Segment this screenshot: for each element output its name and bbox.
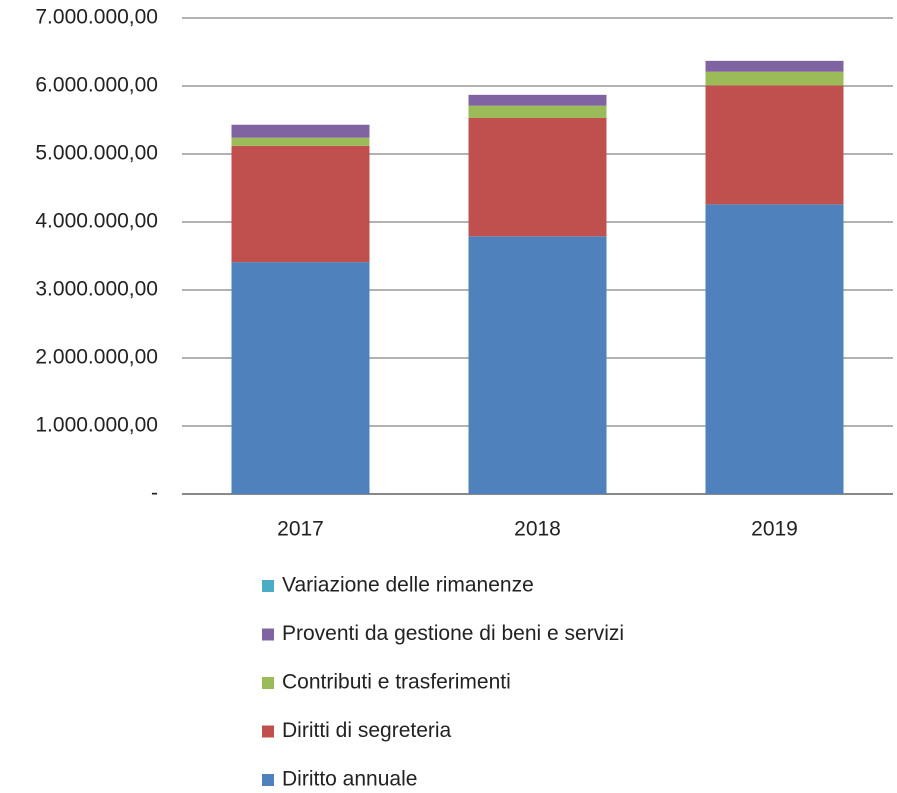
bar-segment — [231, 262, 370, 494]
bar-segment — [231, 137, 370, 146]
bar-segment — [468, 117, 607, 237]
legend-swatch — [262, 580, 274, 592]
y-tick-label: 6.000.000,00 — [35, 74, 158, 97]
y-tick-label: 7.000.000,00 — [35, 6, 158, 29]
legend-label: Proventi da gestione di beni e servizi — [282, 622, 624, 645]
bar-segment — [705, 85, 844, 205]
bar-segment — [705, 60, 844, 72]
bar-segment — [231, 124, 370, 138]
y-tick-label: 3.000.000,00 — [35, 278, 158, 301]
bar-segment — [705, 204, 844, 494]
legend-swatch — [262, 628, 274, 641]
y-tick-label: 2.000.000,00 — [35, 346, 158, 369]
x-tick-label: 2019 — [751, 518, 798, 541]
x-tick-label: 2018 — [514, 518, 561, 541]
bar-segment — [705, 71, 844, 86]
legend-label: Contributi e trasferimenti — [282, 671, 511, 694]
legend-label: Diritto annuale — [282, 768, 417, 791]
bar-segment — [468, 236, 607, 494]
y-tick-label: 5.000.000,00 — [35, 142, 158, 165]
legend-label: Variazione delle rimanenze — [282, 574, 534, 597]
bar-segment — [468, 105, 607, 118]
legend-swatch — [262, 774, 274, 786]
y-tick-label: 4.000.000,00 — [35, 210, 158, 233]
legend-label: Diritti di segreteria — [282, 719, 452, 742]
legend-swatch — [262, 725, 274, 738]
y-tick-label: 1.000.000,00 — [35, 414, 158, 437]
y-tick-label: - — [151, 482, 158, 505]
bar-segment — [231, 145, 370, 263]
bar-segment — [468, 94, 607, 106]
legend-swatch — [262, 677, 274, 689]
x-tick-label: 2017 — [277, 518, 324, 541]
